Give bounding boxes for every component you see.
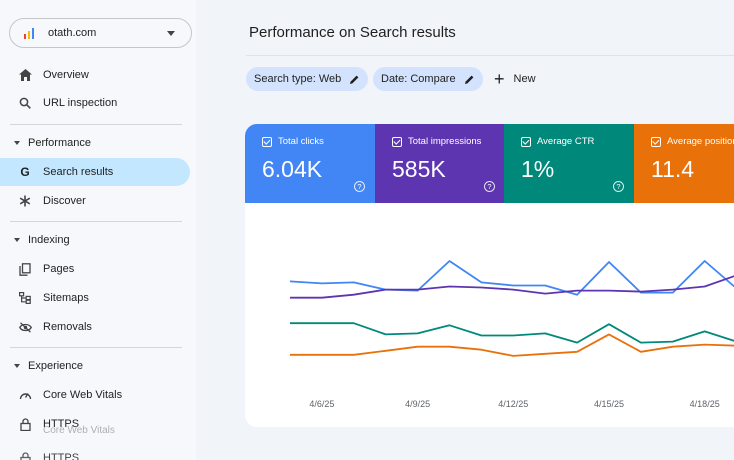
filter-chip-date[interactable]: Date: Compare (373, 67, 483, 91)
asterisk-icon (18, 194, 32, 208)
property-selector[interactable]: otath.com (9, 18, 192, 48)
divider (10, 124, 182, 125)
property-name: otath.com (48, 27, 97, 39)
section-indexing[interactable]: Indexing (0, 229, 190, 251)
sidebar-item-discover[interactable]: Discover (0, 187, 190, 215)
eye-off-icon (18, 320, 32, 334)
sidebar-item-url-inspection[interactable]: URL inspection (0, 89, 190, 117)
metric-label: Average position (667, 136, 734, 147)
sidebar-item-core-web-vitals[interactable]: Core Web Vitals (0, 381, 190, 409)
filter-chip-search-type[interactable]: Search type: Web (246, 67, 369, 91)
sidebar-item-label: URL inspection (43, 97, 118, 109)
metric-value: 6.04K (262, 156, 323, 182)
help-icon[interactable]: ? (484, 181, 495, 192)
checkbox-checked-icon[interactable] (521, 136, 531, 147)
sidebar-item-label: Core Web Vitals (43, 389, 123, 401)
metric-value: 585K (392, 156, 446, 182)
help-icon[interactable]: ? (354, 181, 365, 192)
metric-value: 1% (521, 156, 555, 182)
x-tick-label: 4/6/25 (309, 399, 334, 409)
x-tick-label: 4/15/25 (594, 399, 624, 409)
sidebar-item-label: Discover (43, 195, 86, 207)
sidebar-item-label: Sitemaps (43, 292, 89, 304)
chevron-down-icon[interactable] (167, 31, 175, 36)
collapse-triangle-icon (14, 364, 20, 368)
section-label: Experience (28, 360, 84, 372)
sidebar-item-label: Overview (43, 69, 89, 81)
section-performance[interactable]: Performance (0, 132, 190, 154)
section-experience[interactable]: Experience (0, 355, 190, 377)
series-line-1 (290, 275, 734, 299)
search-icon (18, 96, 32, 110)
divider (10, 221, 182, 222)
edit-pencil-icon (464, 75, 473, 84)
series-line-2 (290, 322, 734, 344)
metric-tile-average-ctr[interactable]: Average CTR 1% ? (504, 124, 634, 203)
sidebar-item-pages[interactable]: Pages (0, 255, 190, 283)
sidebar-item-label: HTTPS (43, 452, 80, 460)
checkbox-checked-icon[interactable] (392, 136, 402, 147)
x-tick-label: 4/9/25 (405, 399, 430, 409)
sidebar-item-label: Removals (43, 321, 92, 333)
metric-tile-total-impressions[interactable]: Total impressions 585K ? (375, 124, 505, 203)
sidebar: otath.com Overview URL inspection Perfor… (0, 0, 196, 460)
series-line-3 (290, 333, 734, 357)
collapse-triangle-icon (14, 141, 20, 145)
gauge-icon (18, 388, 32, 402)
series-line-0 (289, 260, 734, 296)
divider (10, 347, 182, 348)
sidebar-item-https[interactable]: HTTPS (0, 410, 190, 438)
pages-icon (18, 262, 32, 276)
sidebar-item-label: Pages (43, 263, 75, 275)
metric-tile-total-clicks[interactable]: Total clicks 6.04K ? (245, 124, 375, 203)
metric-label: Average CTR (537, 136, 595, 147)
lock-icon (18, 451, 32, 460)
chip-label: Date: Compare (381, 73, 456, 85)
edit-pencil-icon (350, 75, 359, 84)
home-icon (18, 68, 32, 82)
ghost-sidebar-label: Core Web Vitals (43, 425, 115, 436)
x-tick-label: 4/12/25 (498, 399, 528, 409)
collapse-triangle-icon (14, 238, 20, 242)
divider (246, 55, 734, 56)
new-filter-button[interactable]: + New (494, 69, 536, 89)
help-icon[interactable]: ? (613, 181, 624, 192)
plus-icon: + (494, 69, 505, 89)
sidebar-item-label: Search results (43, 166, 114, 178)
performance-card: Total clicks 6.04K ? Total impressions 5… (245, 124, 734, 427)
metric-label: Total impressions (408, 136, 482, 147)
sitemap-icon (18, 291, 32, 305)
sidebar-item-search-results[interactable]: G Search results (0, 158, 190, 186)
google-g-icon: G (20, 165, 30, 179)
chip-label: Search type: Web (254, 73, 342, 85)
sidebar-item-overview[interactable]: Overview (0, 61, 190, 89)
x-tick-label: 4/18/25 (690, 399, 720, 409)
checkbox-checked-icon[interactable] (651, 136, 661, 147)
sidebar-item-sitemaps[interactable]: Sitemaps (0, 284, 190, 312)
metric-tile-average-position[interactable]: Average position 11.4 (634, 124, 734, 203)
sidebar-item-label: HTTPS (43, 418, 80, 430)
sidebar-item-removals[interactable]: Removals (0, 313, 190, 341)
section-label: Performance (28, 137, 91, 149)
ghost-sidebar-item-https: HTTPS (0, 444, 190, 460)
metric-label: Total clicks (278, 136, 324, 147)
performance-line-chart: 4/6/25 4/9/25 4/12/25 4/15/25 4/18/25 (289, 260, 734, 409)
metric-value: 11.4 (651, 156, 695, 182)
new-button-label: New (513, 73, 536, 85)
page-title: Performance on Search results (249, 24, 456, 41)
section-label: Indexing (28, 234, 70, 246)
property-logo-icon (24, 27, 34, 39)
checkbox-checked-icon[interactable] (262, 136, 272, 147)
lock-icon (18, 417, 32, 431)
